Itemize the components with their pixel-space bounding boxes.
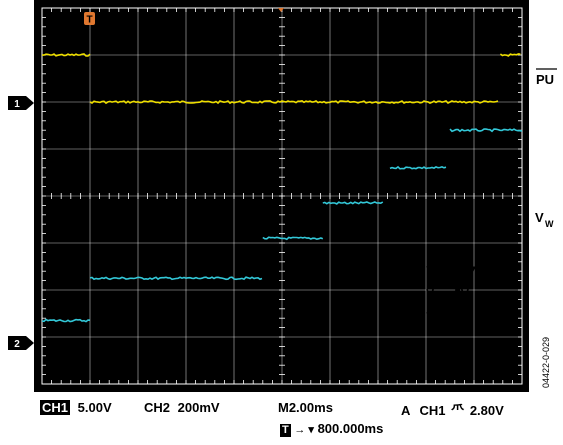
ch2-scale-readout: CH2 200mV xyxy=(144,400,220,415)
ch1-scale: 5.00V xyxy=(77,400,112,415)
supply-annotations: VDD = 5V VA = 5V VB = 0V xyxy=(426,264,475,326)
vw-label: V W xyxy=(535,210,554,229)
trace-ch2-segment xyxy=(322,201,384,205)
ch1-ground-marker: 1 xyxy=(8,96,34,110)
trigger-level-tick xyxy=(278,8,284,12)
vw-label-main: V xyxy=(535,210,544,225)
ch2-label: CH2 xyxy=(144,400,171,415)
ch1-marker-label: 1 xyxy=(14,99,20,110)
trace-ch2-segment xyxy=(449,128,523,133)
vw-label-sub: W xyxy=(545,219,554,229)
ch2-marker-label: 2 xyxy=(14,339,20,350)
trigger-position-readout: T → ▾ 800.000ms xyxy=(280,421,383,437)
trace-ch2-segment xyxy=(262,236,324,241)
trigger-level: 2.80V xyxy=(469,403,504,418)
ch1-label-box: CH1 xyxy=(40,400,71,415)
va-annotation: VA = 5V xyxy=(426,287,469,303)
trace-ch2-segment xyxy=(41,318,91,323)
traces xyxy=(41,53,523,323)
trigger-box: T xyxy=(280,424,291,437)
trigger-channel: CH1 xyxy=(419,403,446,418)
trace-ch1-segment xyxy=(89,99,499,105)
trigger-position: 800.000ms xyxy=(317,421,384,436)
trigger-arrow-icon: → ▾ xyxy=(294,424,314,436)
trace-ch2-segment xyxy=(389,165,447,170)
timebase-readout: M2.00ms xyxy=(278,400,333,415)
trace-ch1-segment xyxy=(499,53,521,57)
trigger-slope-icon: ⺥ xyxy=(451,403,465,418)
vdd-annotation: VDD = 5V xyxy=(426,264,475,280)
trace-ch2-segment xyxy=(89,276,263,281)
trigger-position-label: T xyxy=(86,15,92,26)
graticule xyxy=(41,7,523,385)
trigger-position-marker: T xyxy=(84,12,95,26)
ch2-scale: 200mV xyxy=(177,400,220,415)
trigger-readout: A CH1 ⺥ 2.80V xyxy=(401,400,504,419)
trigger-mode: A xyxy=(401,403,410,418)
ch1-scale-readout: CH1 5.00V xyxy=(40,400,112,415)
figure-id: 04422-0-029 xyxy=(541,337,551,388)
pu-label: PU xyxy=(536,68,557,87)
ch2-ground-marker: 2 xyxy=(8,336,34,350)
pu-label-text: PU xyxy=(536,72,554,87)
trace-ch1-segment xyxy=(41,53,91,57)
vb-annotation: VB = 0V xyxy=(426,310,469,326)
